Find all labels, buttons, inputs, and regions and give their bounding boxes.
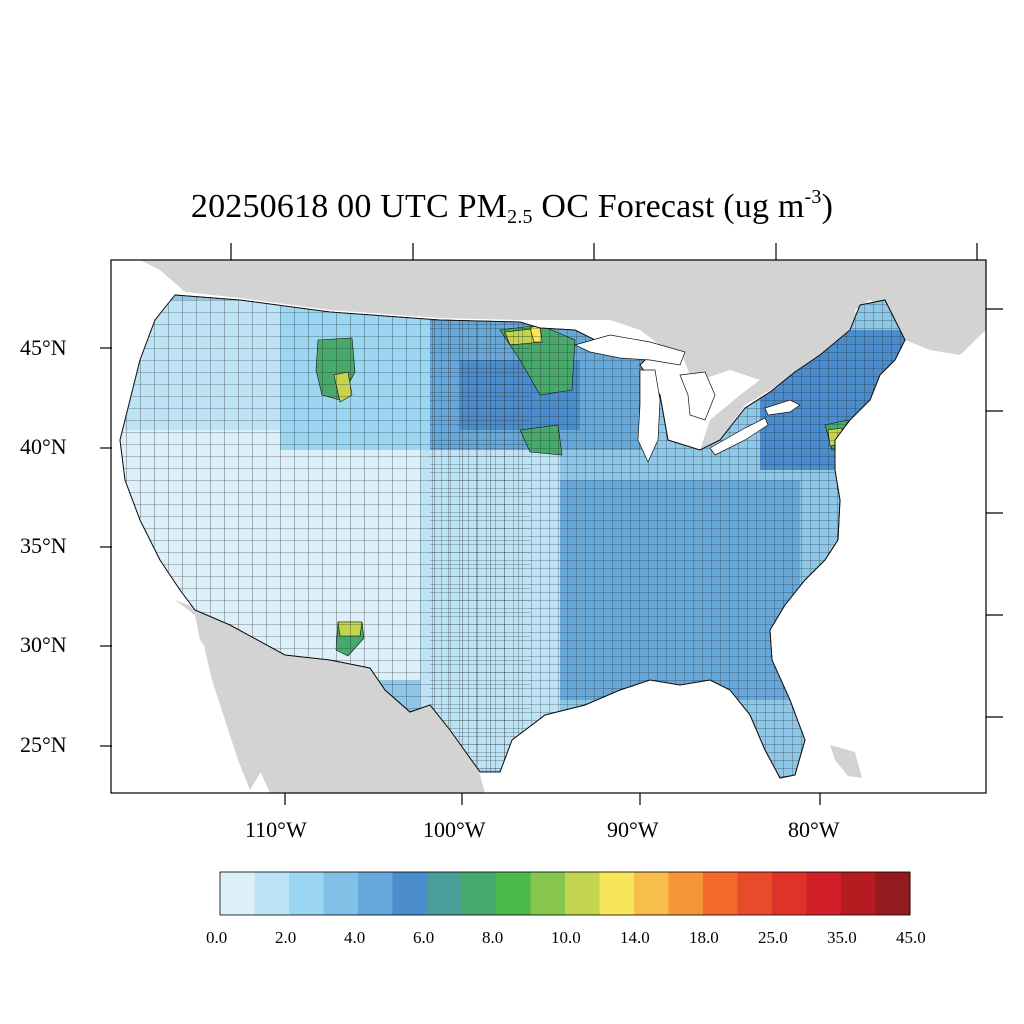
colorbar-swatch — [634, 872, 669, 915]
cuba-land — [830, 745, 862, 778]
colorbar-tick-label: 8.0 — [482, 928, 504, 947]
lake-erie — [709, 417, 769, 456]
colorbar-swatch — [806, 872, 842, 915]
colorbar-swatch — [289, 872, 324, 915]
lake-ontario — [764, 399, 801, 416]
colorbar-tick-label: 6.0 — [413, 928, 435, 947]
lake-huron — [679, 371, 716, 421]
colorbar-tick-label: 25.0 — [758, 928, 788, 947]
colorbar-frame — [219, 871, 911, 916]
baja-peninsula — [200, 616, 262, 790]
lake-superior — [574, 334, 686, 366]
map-title: 20250618 00 UTC PM2.5 OC Forecast (ug m-… — [190, 186, 834, 228]
colorbar-swatch — [565, 872, 600, 915]
colorbar-swatch — [703, 872, 738, 915]
lon-label-100: 100°W — [423, 817, 486, 842]
colorbar-swatch — [841, 872, 876, 915]
colorbar-swatch — [323, 872, 359, 915]
axis-ticks — [100, 243, 1003, 805]
colorbar-tick-label: 14.0 — [620, 928, 650, 947]
colorbar-swatch — [220, 872, 255, 915]
colorbar-tick-label: 45.0 — [896, 928, 926, 947]
colorbar-swatch — [496, 872, 531, 915]
colorbar-swatch — [530, 872, 566, 915]
lat-label-45: 45°N — [20, 335, 67, 360]
conus-outline — [119, 294, 906, 779]
map-area — [111, 260, 986, 793]
lat-label-30: 30°N — [20, 632, 67, 657]
lat-label-40: 40°N — [20, 434, 67, 459]
colorbar-swatch — [358, 872, 393, 915]
lon-label-110: 110°W — [245, 817, 307, 842]
colorbar-swatch — [461, 872, 497, 915]
colorbar-swatch — [875, 872, 911, 915]
colorbar-swatch — [668, 872, 704, 915]
lat-label-35: 35°N — [20, 533, 67, 558]
colorbar-swatch — [254, 872, 290, 915]
colorbar — [220, 872, 911, 915]
colorbar-tick-label: 10.0 — [551, 928, 581, 947]
colorbar-swatch — [599, 872, 635, 915]
lat-label-25: 25°N — [20, 732, 67, 757]
colorbar-tick-label: 2.0 — [275, 928, 297, 947]
lake-michigan — [637, 369, 661, 463]
colorbar-tick-label: 35.0 — [827, 928, 857, 947]
lon-label-80: 80°W — [788, 817, 840, 842]
colorbar-tick-label: 0.0 — [206, 928, 228, 947]
lon-label-90: 90°W — [607, 817, 659, 842]
map-frame — [110, 259, 987, 794]
colorbar-tick-label: 18.0 — [689, 928, 719, 947]
colorbar-swatch — [772, 872, 807, 915]
colorbar-swatch — [392, 872, 428, 915]
colorbar-swatch — [737, 872, 773, 915]
colorbar-swatch — [427, 872, 462, 915]
colorbar-tick-label: 4.0 — [344, 928, 366, 947]
canada-land — [140, 260, 986, 450]
